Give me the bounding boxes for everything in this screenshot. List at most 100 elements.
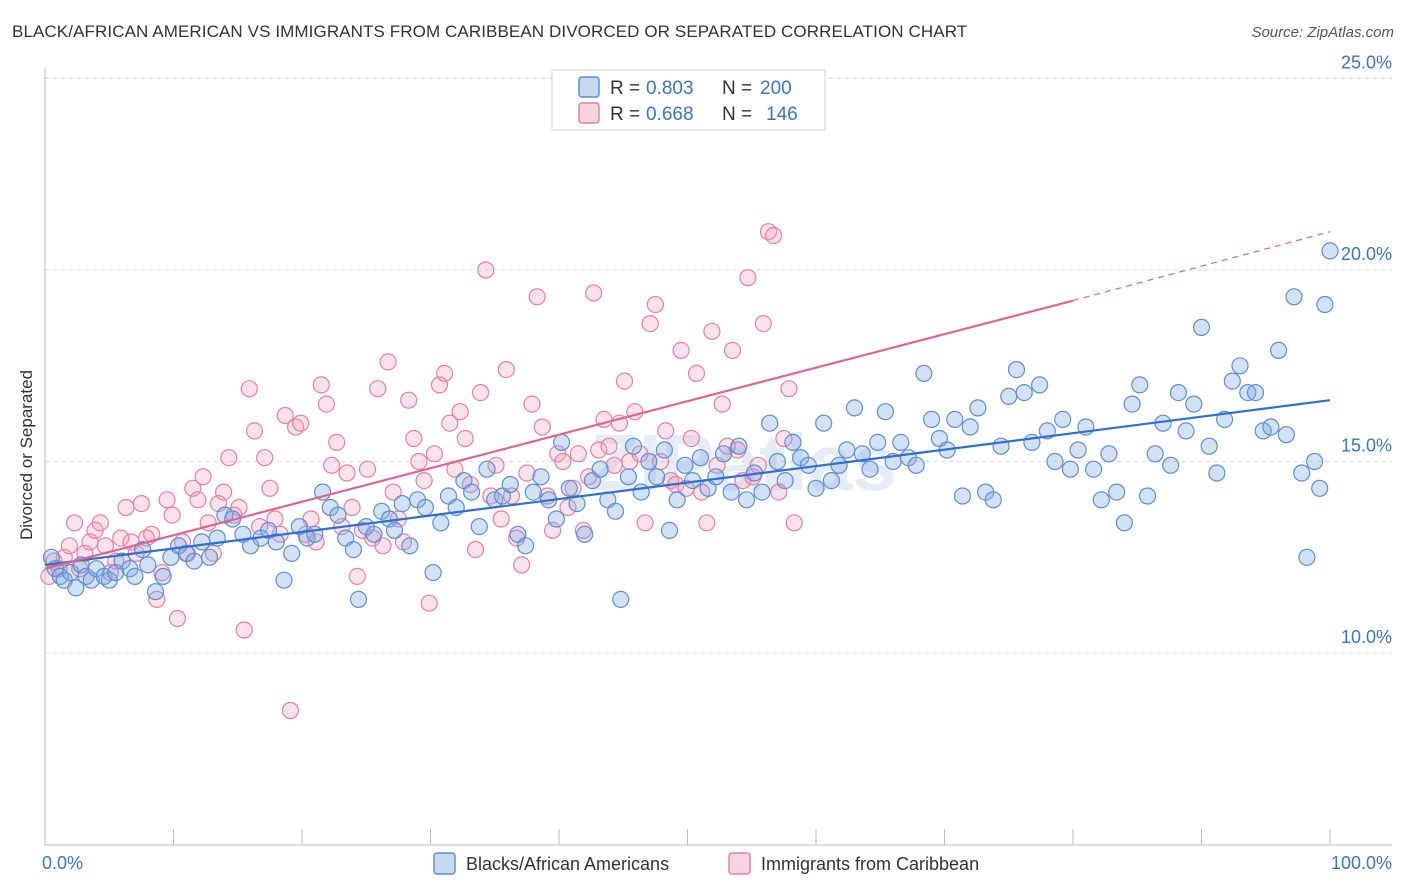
data-point xyxy=(807,479,825,497)
data-point xyxy=(641,315,659,333)
data-point xyxy=(456,429,474,448)
data-point xyxy=(547,510,566,528)
data-point xyxy=(703,322,721,340)
data-point xyxy=(682,429,701,448)
data-point xyxy=(552,433,571,451)
axes xyxy=(44,68,1392,846)
data-point xyxy=(672,341,690,359)
data-point xyxy=(754,315,772,333)
data-point xyxy=(532,468,550,486)
data-point xyxy=(1054,410,1072,428)
data-point xyxy=(646,295,665,314)
data-point xyxy=(400,391,418,409)
data-point xyxy=(240,380,258,398)
data-point xyxy=(1231,357,1249,375)
data-point xyxy=(424,563,442,582)
data-point xyxy=(1131,376,1149,394)
data-point xyxy=(1100,445,1118,463)
data-point xyxy=(1046,452,1064,471)
data-point xyxy=(784,433,802,451)
data-point xyxy=(713,395,731,413)
data-point xyxy=(323,456,341,474)
data-point xyxy=(845,399,864,417)
data-point xyxy=(687,364,706,382)
data-point xyxy=(961,418,979,436)
data-point xyxy=(405,429,423,448)
data-point xyxy=(648,468,666,486)
data-point xyxy=(1285,288,1303,306)
data-point xyxy=(139,556,157,574)
data-point xyxy=(785,514,803,532)
data-point xyxy=(907,456,925,474)
chart-title: BLACK/AFRICAN AMERICAN VS IMMIGRANTS FRO… xyxy=(12,22,968,41)
data-point xyxy=(830,456,848,474)
data-point xyxy=(869,433,887,451)
data-point xyxy=(1015,384,1033,402)
data-point xyxy=(853,445,871,463)
data-point xyxy=(112,529,130,547)
x-tick-label: 0.0% xyxy=(42,853,83,873)
data-point xyxy=(189,491,207,509)
data-point xyxy=(513,556,531,574)
data-point xyxy=(559,498,577,517)
data-point xyxy=(185,552,203,570)
data-point xyxy=(432,514,450,532)
data-point xyxy=(1208,464,1226,482)
data-point xyxy=(660,521,679,540)
trend-line-pink-dashed xyxy=(1072,231,1331,302)
data-point xyxy=(984,491,1002,509)
data-point xyxy=(163,506,181,524)
data-point xyxy=(714,445,733,463)
data-point xyxy=(216,506,234,524)
data-point xyxy=(1200,437,1218,455)
data-point xyxy=(158,491,176,509)
legend-box xyxy=(551,69,826,131)
data-point xyxy=(576,525,594,543)
data-point xyxy=(876,403,895,421)
y-tick-label: 15.0% xyxy=(1341,436,1392,456)
data-point xyxy=(358,460,377,478)
data-point xyxy=(619,468,638,486)
data-point xyxy=(1061,460,1080,478)
data-point xyxy=(143,525,161,543)
data-point xyxy=(640,452,658,471)
data-point xyxy=(1084,460,1103,478)
data-point xyxy=(953,487,972,505)
data-point xyxy=(472,384,490,402)
data-point xyxy=(1293,464,1311,482)
data-point xyxy=(492,510,510,528)
data-point xyxy=(528,288,546,306)
bottom-legend-swatch-pink xyxy=(728,852,751,875)
data-point xyxy=(384,483,402,501)
data-point xyxy=(655,441,674,459)
data-point xyxy=(892,433,910,451)
data-point xyxy=(436,364,454,382)
data-point xyxy=(722,483,740,501)
legend-n-label-blue: N = xyxy=(722,78,752,99)
data-point xyxy=(737,491,756,509)
data-point xyxy=(1298,548,1316,566)
data-point xyxy=(723,341,742,359)
data-point xyxy=(416,498,434,517)
data-point xyxy=(410,452,428,471)
data-point xyxy=(477,261,495,279)
data-point xyxy=(154,567,172,586)
legend-swatch-blue xyxy=(578,76,600,98)
data-point xyxy=(220,449,238,467)
legend-r-value-pink: 0.668 xyxy=(646,104,694,125)
grid-lines xyxy=(45,77,1392,654)
data-point xyxy=(969,399,987,417)
bottom-legend-label-pink: Immigrants from Caribbean xyxy=(761,854,979,874)
chart-source: Source: ZipAtlas.com xyxy=(1251,24,1394,41)
data-point xyxy=(1223,372,1241,390)
data-point xyxy=(691,449,710,467)
data-point xyxy=(591,460,609,478)
data-point xyxy=(600,437,618,455)
data-point xyxy=(1254,422,1272,440)
data-point xyxy=(1262,418,1280,436)
data-point xyxy=(343,498,361,517)
data-point xyxy=(1000,387,1018,405)
data-point xyxy=(401,537,419,555)
data-point xyxy=(385,521,404,540)
y-tick-label: 20.0% xyxy=(1341,244,1392,264)
